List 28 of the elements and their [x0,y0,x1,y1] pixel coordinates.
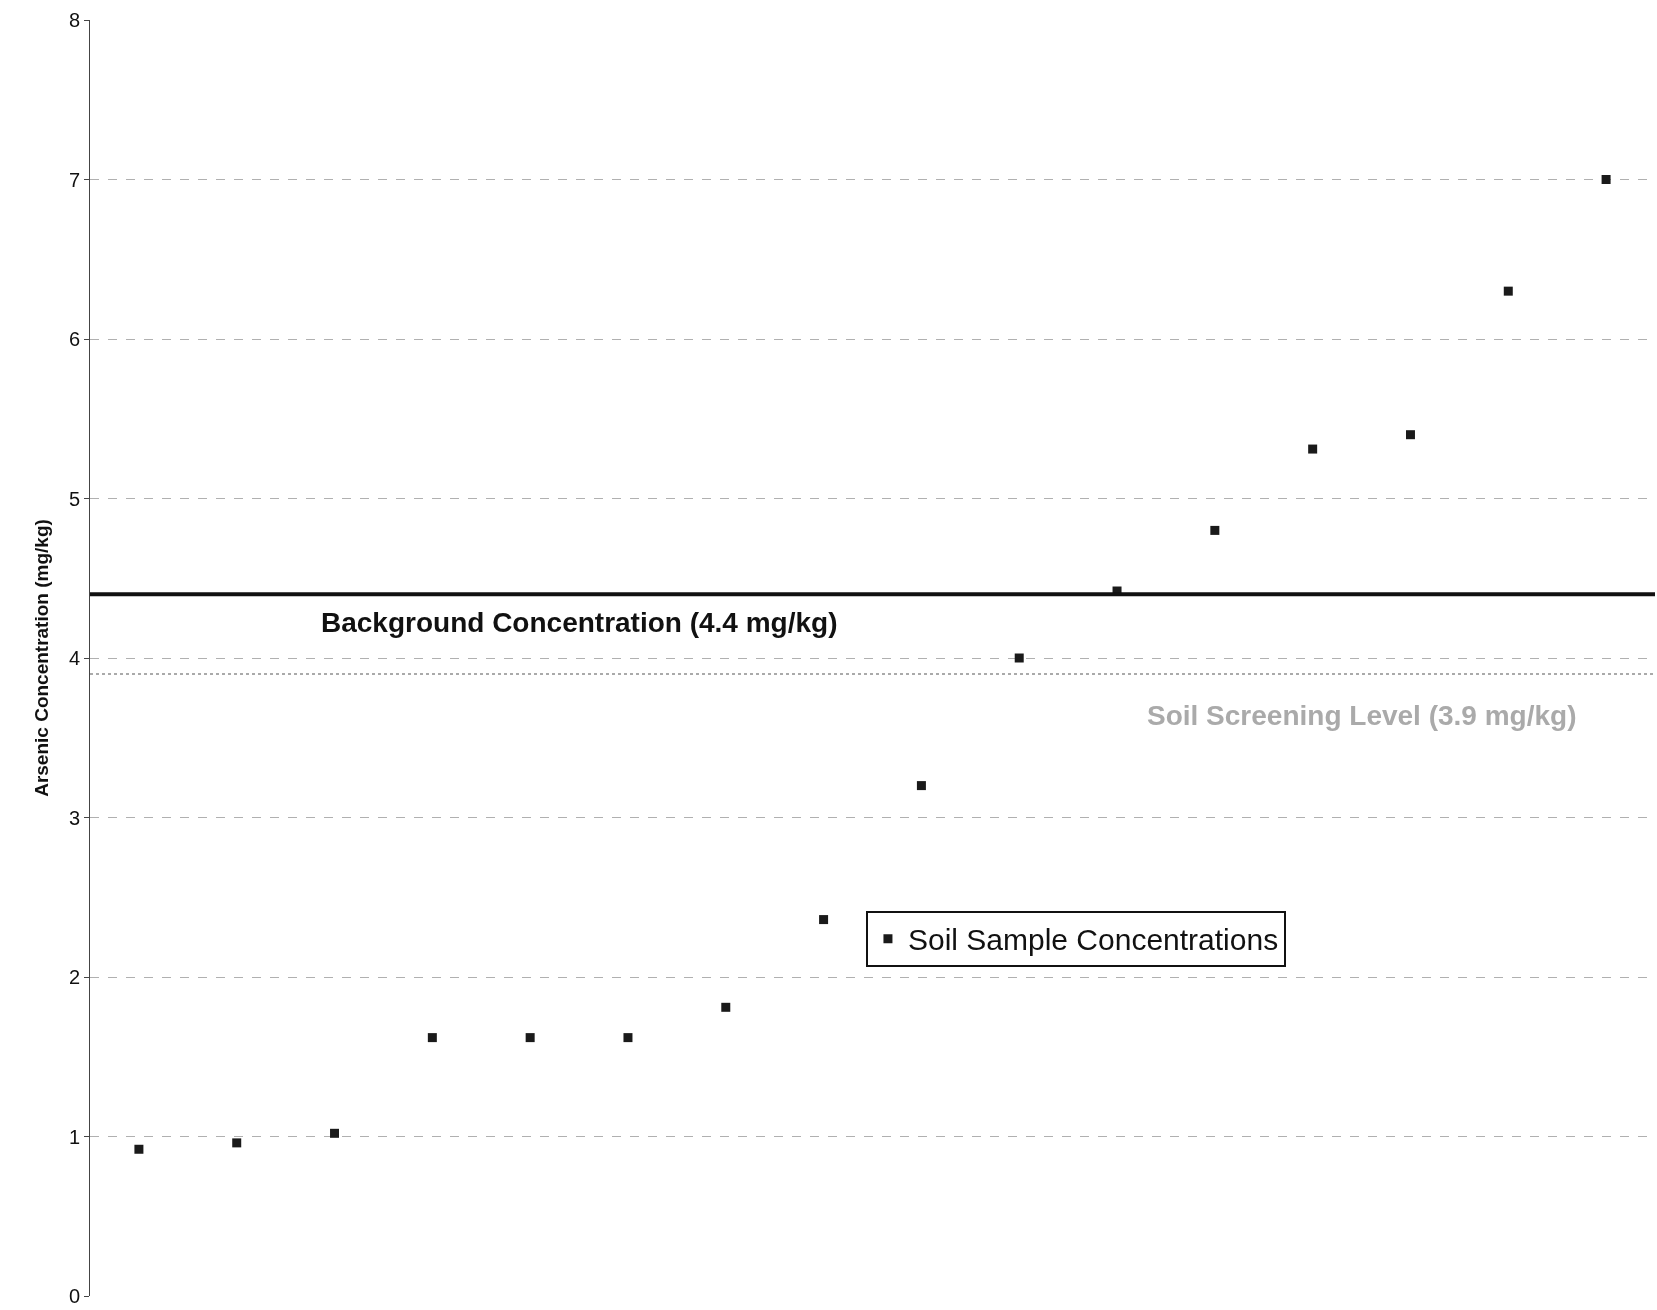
y-tick-label: 7 [68,168,80,191]
y-tick-label: 2 [68,966,80,988]
point [916,781,926,791]
point [623,1033,633,1043]
point [721,1002,731,1012]
y-tick-label: 0 [68,1285,80,1307]
y-tick-label: 1 [68,1125,80,1148]
y-tick-label: 8 [68,9,80,31]
point [1308,444,1318,454]
point [134,1144,144,1154]
y-tick-label: 6 [68,328,80,350]
point [1601,175,1611,184]
point [525,1033,535,1043]
ref-line-label: Background Concentration (4.4 mg/kg) [321,607,838,638]
y-tick-label: 4 [68,647,80,669]
y-tick-label: 3 [68,806,80,829]
point [1210,525,1220,535]
y-tick-label: 5 [68,487,80,510]
point [330,1128,340,1138]
legend-label: Soil Sample Concentrations [907,923,1279,957]
point [1014,653,1024,663]
point [1405,430,1415,440]
point [232,1138,242,1148]
point [819,915,829,925]
y-axis-title: Arsenic Concentration (mg/kg) [30,519,52,797]
ref-line-label: Soil Screening Level (3.9 mg/kg) [1147,700,1577,731]
point [427,1033,437,1043]
point [1503,286,1513,296]
